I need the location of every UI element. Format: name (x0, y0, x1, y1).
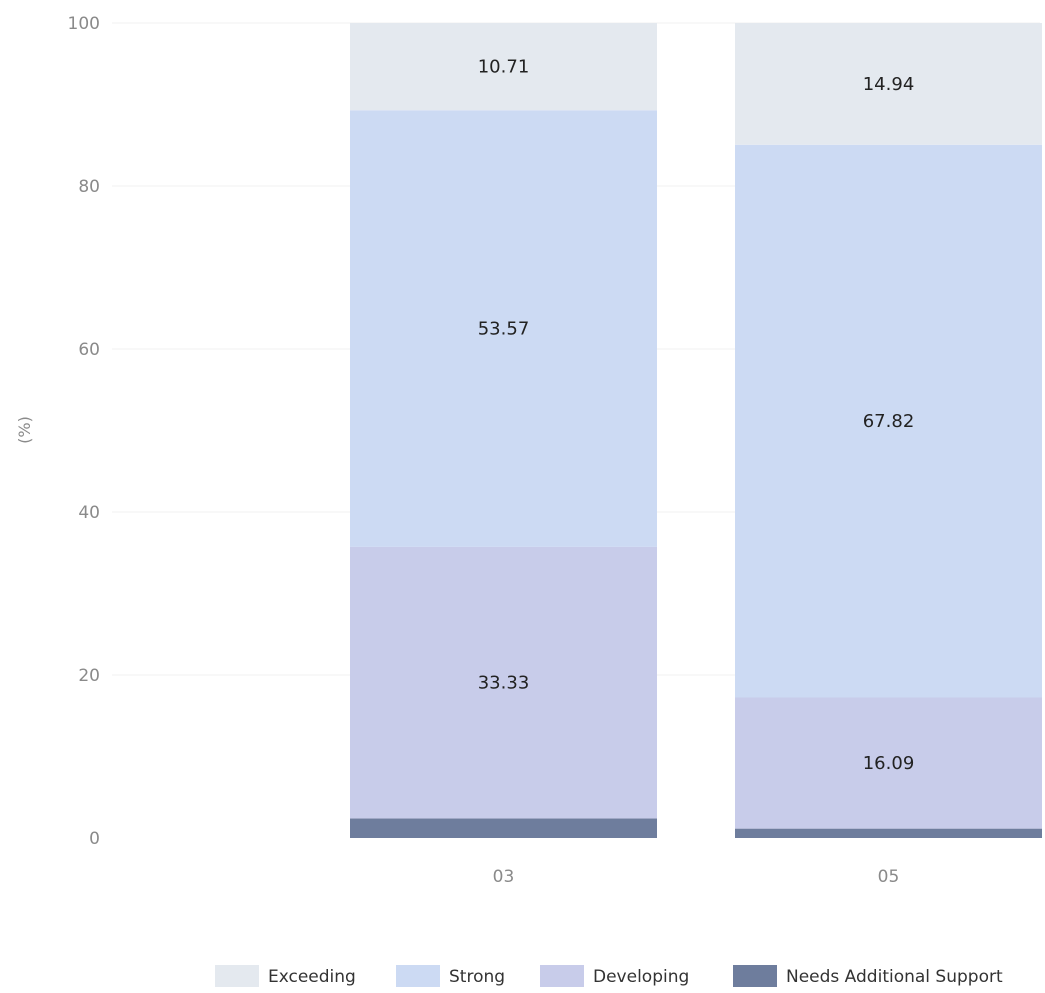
y-tick-label: 0 (89, 829, 100, 849)
x-axis: 03 05 (493, 867, 900, 887)
bar-segment (735, 144, 1042, 698)
bar-segment (735, 697, 1042, 829)
bar-segment (735, 828, 1042, 838)
legend: Exceeding Strong Developing Needs Additiona… (215, 965, 1003, 987)
data-label: 33.33 (478, 673, 530, 694)
x-tick-label: 05 (878, 867, 900, 887)
y-tick-label: 80 (78, 177, 100, 197)
bar-segment (735, 23, 1042, 145)
legend-swatch (733, 965, 777, 987)
data-label: 67.82 (863, 411, 915, 432)
bar-segment (350, 23, 657, 111)
y-axis-title: (%) (15, 416, 34, 444)
data-label: 53.57 (478, 319, 530, 340)
bars: 33.33 53.57 10.71 16.09 67.82 14.94 (350, 23, 1042, 838)
legend-label: Needs Additional Support (786, 967, 1003, 987)
legend-swatch (396, 965, 440, 987)
x-tick-label: 03 (493, 867, 515, 887)
legend-swatch (540, 965, 584, 987)
data-label: 16.09 (863, 753, 915, 774)
legend-label: Strong (449, 967, 505, 987)
data-label: 10.71 (478, 57, 530, 78)
legend-swatch (215, 965, 259, 987)
data-label: 14.94 (863, 74, 915, 95)
bar-segment (350, 110, 657, 547)
y-tick-label: 40 (78, 503, 100, 523)
bar-segment (350, 818, 657, 838)
legend-label: Exceeding (268, 967, 356, 987)
bar-segment (350, 546, 657, 819)
legend-label: Developing (593, 967, 689, 987)
y-tick-label: 60 (78, 340, 100, 360)
y-tick-label: 100 (68, 14, 100, 34)
y-axis: 0 20 40 60 80 100 (68, 14, 100, 849)
y-tick-label: 20 (78, 666, 100, 686)
